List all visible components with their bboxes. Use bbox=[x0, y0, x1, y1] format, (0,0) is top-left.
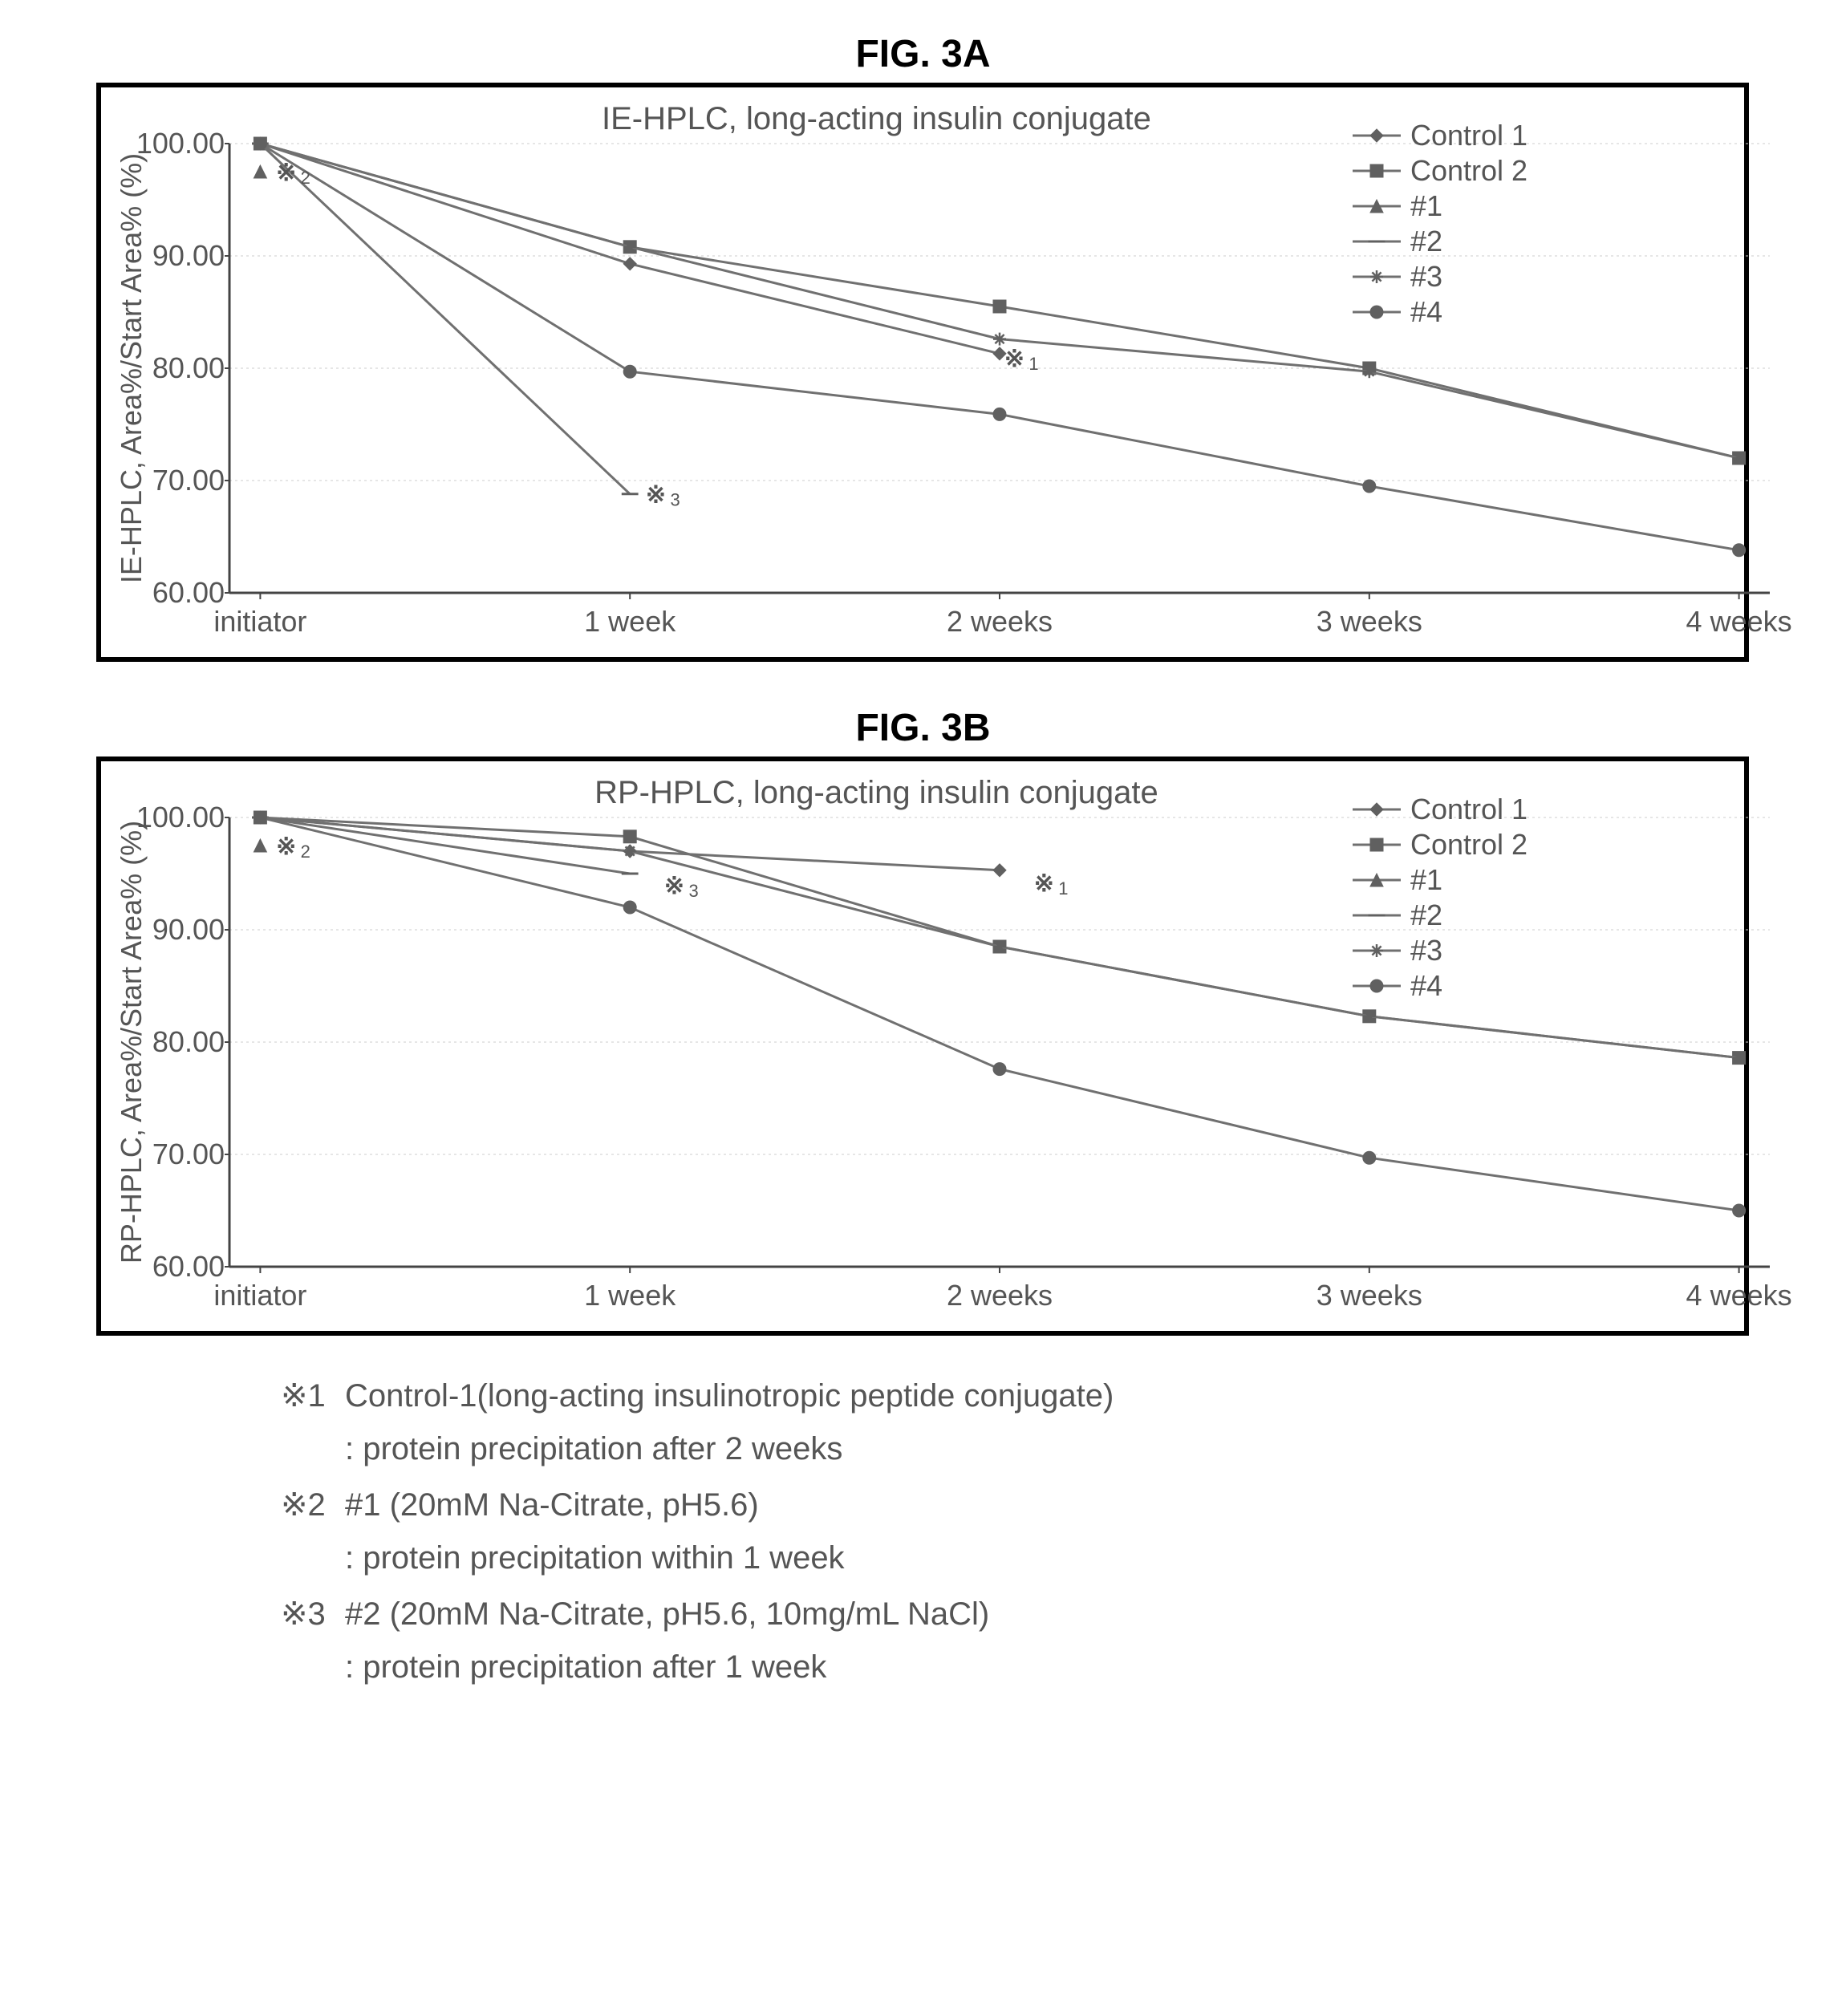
caption-row: ※2#1 (20mM Na-Citrate, pH5.6) bbox=[281, 1481, 1822, 1529]
caption-marker: ※1 bbox=[281, 1372, 345, 1420]
svg-text:3 weeks: 3 weeks bbox=[1317, 1279, 1422, 1312]
svg-text:100.00: 100.00 bbox=[136, 801, 225, 834]
svg-text:#2: #2 bbox=[1410, 898, 1442, 931]
svg-text:4 weeks: 4 weeks bbox=[1686, 1279, 1792, 1312]
svg-text:1 week: 1 week bbox=[584, 605, 676, 638]
svg-text:2: 2 bbox=[301, 842, 310, 862]
svg-text:IE-HPLC, Area%/Start Area% (%): IE-HPLC, Area%/Start Area% (%) bbox=[117, 153, 148, 583]
svg-text:initiator: initiator bbox=[213, 605, 306, 638]
svg-text:70.00: 70.00 bbox=[152, 1138, 225, 1170]
svg-text:1 week: 1 week bbox=[584, 1279, 676, 1312]
svg-text:90.00: 90.00 bbox=[152, 913, 225, 946]
svg-text:1: 1 bbox=[1028, 354, 1038, 374]
caption-line1: #2 (20mM Na-Citrate, pH5.6, 10mg/mL NaCl… bbox=[345, 1590, 1822, 1638]
svg-text:100.00: 100.00 bbox=[136, 127, 225, 160]
svg-text:4 weeks: 4 weeks bbox=[1686, 605, 1792, 638]
fig-b-label: FIG. 3B bbox=[24, 706, 1822, 750]
caption-line1: Control-1(long-acting insulinotropic pep… bbox=[345, 1372, 1822, 1420]
svg-text:※: ※ bbox=[646, 482, 666, 509]
svg-text:80.00: 80.00 bbox=[152, 351, 225, 384]
svg-text:#4: #4 bbox=[1410, 295, 1442, 328]
chart-b-svg: RP-HPLC, long-acting insulin conjugate RP… bbox=[117, 769, 1802, 1323]
svg-text:#3: #3 bbox=[1410, 260, 1442, 293]
svg-text:※: ※ bbox=[1004, 346, 1024, 372]
caption-line2: : protein precipitation after 2 weeks bbox=[345, 1425, 1822, 1473]
svg-text:60.00: 60.00 bbox=[152, 576, 225, 609]
chart-b-container: RP-HPLC, long-acting insulin conjugate RP… bbox=[96, 757, 1749, 1336]
caption-row: ※1Control-1(long-acting insulinotropic p… bbox=[281, 1372, 1822, 1420]
svg-text:2 weeks: 2 weeks bbox=[947, 605, 1053, 638]
caption-marker: ※2 bbox=[281, 1481, 345, 1529]
svg-text:3: 3 bbox=[670, 490, 680, 510]
svg-text:RP-HPLC, Area%/Start Area% (%): RP-HPLC, Area%/Start Area% (%) bbox=[117, 821, 148, 1264]
svg-text:※: ※ bbox=[1034, 870, 1054, 897]
svg-text:Control 2: Control 2 bbox=[1410, 154, 1528, 187]
svg-text:Control 2: Control 2 bbox=[1410, 828, 1528, 861]
svg-text:#1: #1 bbox=[1410, 863, 1442, 896]
svg-text:2 weeks: 2 weeks bbox=[947, 1279, 1053, 1312]
svg-text:3: 3 bbox=[688, 881, 698, 901]
caption-block: ※1Control-1(long-acting insulinotropic p… bbox=[281, 1372, 1822, 1691]
svg-text:※: ※ bbox=[664, 873, 684, 899]
svg-text:2: 2 bbox=[301, 168, 310, 188]
svg-text:initiator: initiator bbox=[213, 1279, 306, 1312]
svg-text:※: ※ bbox=[276, 834, 296, 860]
fig-a-label: FIG. 3A bbox=[24, 32, 1822, 76]
svg-text:#4: #4 bbox=[1410, 969, 1442, 1002]
svg-text:Control 1: Control 1 bbox=[1410, 119, 1528, 152]
caption-marker: ※3 bbox=[281, 1590, 345, 1638]
svg-text:60.00: 60.00 bbox=[152, 1250, 225, 1283]
svg-text:IE-HPLC, long-acting insulin c: IE-HPLC, long-acting insulin conjugate bbox=[602, 101, 1151, 136]
caption-line2: : protein precipitation within 1 week bbox=[345, 1534, 1822, 1582]
svg-text:70.00: 70.00 bbox=[152, 464, 225, 497]
svg-text:Control 1: Control 1 bbox=[1410, 793, 1528, 825]
svg-text:#1: #1 bbox=[1410, 189, 1442, 222]
chart-a-svg: IE-HPLC, long-acting insulin conjugate IE… bbox=[117, 95, 1802, 649]
caption-row: ※3#2 (20mM Na-Citrate, pH5.6, 10mg/mL Na… bbox=[281, 1590, 1822, 1638]
svg-text:#3: #3 bbox=[1410, 934, 1442, 967]
svg-text:#2: #2 bbox=[1410, 225, 1442, 258]
chart-a-container: IE-HPLC, long-acting insulin conjugate IE… bbox=[96, 83, 1749, 662]
svg-text:80.00: 80.00 bbox=[152, 1025, 225, 1058]
svg-text:RP-HPLC, long-acting insulin c: RP-HPLC, long-acting insulin conjugate bbox=[594, 775, 1158, 810]
svg-text:3 weeks: 3 weeks bbox=[1317, 605, 1422, 638]
caption-line1: #1 (20mM Na-Citrate, pH5.6) bbox=[345, 1481, 1822, 1529]
svg-text:※: ※ bbox=[276, 160, 296, 186]
caption-line2: : protein precipitation after 1 week bbox=[345, 1643, 1822, 1691]
svg-text:90.00: 90.00 bbox=[152, 239, 225, 272]
svg-text:1: 1 bbox=[1058, 878, 1068, 898]
